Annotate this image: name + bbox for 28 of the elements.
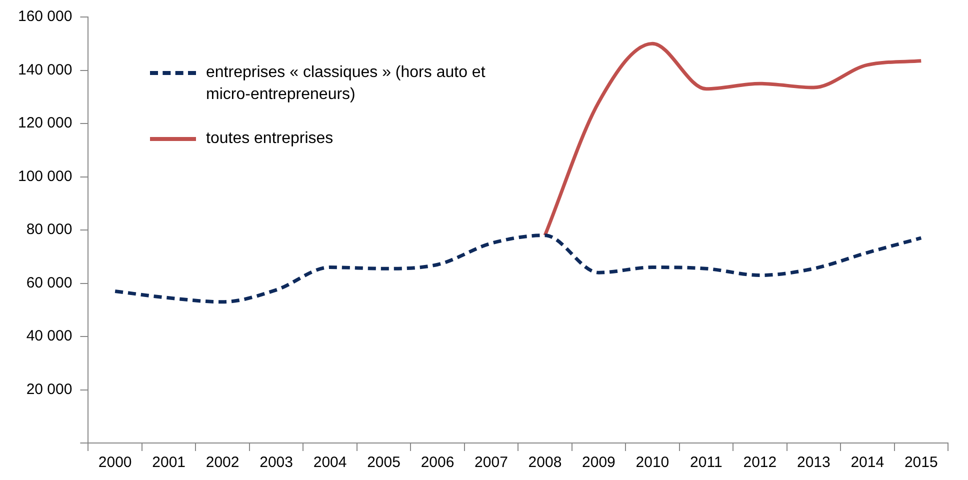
x-tick-label: 2008: [528, 454, 562, 472]
x-tick-label: 2012: [743, 454, 777, 472]
legend-label: toutes entreprises: [206, 129, 334, 149]
x-tick-label: 2011: [690, 454, 722, 472]
y-tick-label: 20 000: [26, 380, 72, 398]
x-tick-label: 2015: [904, 454, 938, 472]
x-tick-label: 2003: [260, 454, 293, 472]
legend-label: entreprises « classiques » (hors auto et micro-entrepreneurs): [206, 63, 486, 105]
y-tick-label: 60 000: [26, 274, 72, 292]
x-tick-label: 2002: [206, 454, 240, 472]
x-tick-label: 2010: [636, 454, 670, 472]
x-tick-label: 2006: [420, 454, 454, 472]
x-tick-label: 2013: [796, 454, 830, 472]
x-tick-label: 2005: [367, 454, 400, 472]
y-tick-label: 40 000: [26, 328, 72, 345]
x-tick-label: 2007: [474, 454, 508, 472]
x-tick-label: 2014: [850, 454, 884, 472]
x-tick-label: 2000: [98, 454, 132, 472]
y-tick-label: 100 000: [18, 168, 72, 185]
line-series: [113, 234, 923, 304]
x-tick-label: 2009: [582, 454, 616, 472]
x-tick-label: 2001: [152, 454, 186, 472]
line-series: [543, 42, 923, 238]
y-tick-label: 80 000: [26, 221, 72, 238]
y-tick-label: 120 000: [18, 114, 72, 132]
y-tick-label: 160 000: [18, 8, 72, 26]
y-tick-label: 140 000: [18, 61, 72, 78]
x-tick-label: 2004: [313, 454, 347, 472]
